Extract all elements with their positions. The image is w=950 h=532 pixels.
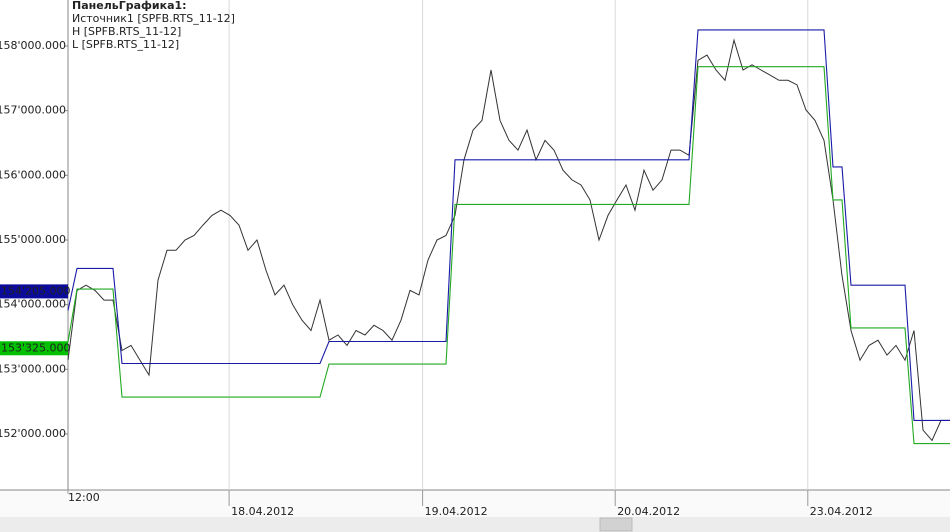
x-tick-label: 19.04.2012 — [425, 505, 488, 518]
series-line — [67, 29, 950, 421]
x-tick-label: 12:00 — [68, 491, 100, 504]
y-tick-label: 152'000.000 — [0, 427, 66, 440]
x-tick-label: 18.04.2012 — [231, 505, 294, 518]
y-tick-label: 153'000.000 — [0, 362, 66, 375]
x-tick-label: 23.04.2012 — [810, 505, 873, 518]
y-tick-label: 156'000.000 — [0, 168, 66, 181]
y-tick-label: 154'000.000 — [0, 298, 66, 311]
price-marker — [0, 341, 68, 356]
scrollbar[interactable] — [0, 517, 950, 532]
price-marker-label: 154'205.000 — [1, 284, 71, 297]
price-marker — [0, 284, 68, 299]
legend-entry: H [SPFB.RTS_11-12] — [72, 25, 181, 38]
series-line — [67, 66, 950, 445]
scrollbar-thumb[interactable] — [599, 517, 633, 532]
y-tick-label: 158'000.000 — [0, 39, 66, 52]
axes: 18.04.2012 19.04.2012 20.04.2012 23.04.2012… — [0, 12, 873, 518]
price-marker-label: 153'325.000 — [1, 341, 71, 354]
legend-entry: Источник1 [SPFB.RTS_11-12] — [72, 12, 235, 25]
chart-title: ПанельГрафика1: — [72, 0, 187, 12]
legend-entry: L [SPFB.RTS_11-12] — [72, 38, 179, 51]
y-tick-label: 155'000.000 — [0, 233, 66, 246]
plot — [67, 29, 950, 445]
x-tick-label: 20.04.2012 — [617, 505, 680, 518]
grid — [228, 0, 809, 490]
y-tick-label: 157'000.000 — [0, 104, 66, 117]
series-line — [67, 38, 950, 442]
